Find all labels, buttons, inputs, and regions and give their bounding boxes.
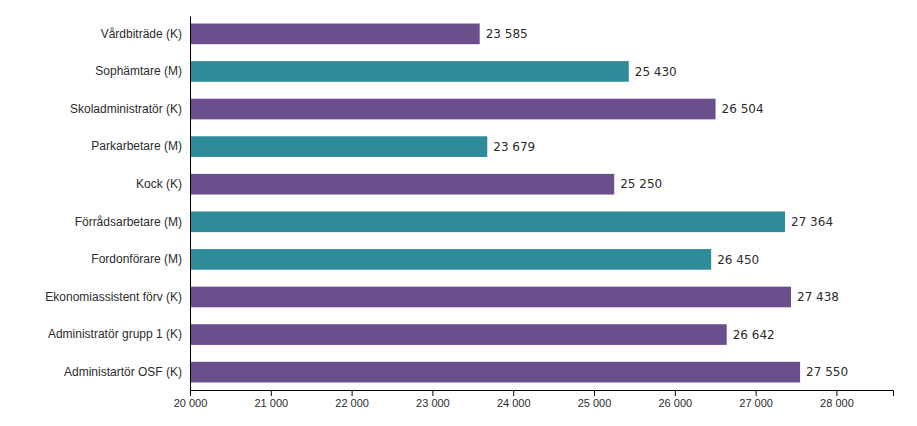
y-tick: Skoladministratör (K)	[70, 102, 182, 116]
x-tick: 20 000	[174, 390, 208, 409]
x-tick-label: 26 000	[658, 397, 692, 409]
x-tick-mark	[513, 390, 514, 396]
x-tick-label: 25 000	[578, 397, 612, 409]
y-tick: Fordonförare (M)	[91, 252, 182, 266]
y-tick-label: Förrådsarbetare (M)	[75, 215, 182, 229]
bars	[190, 24, 800, 383]
data-label: 23 585	[486, 27, 528, 41]
x-tick: 22 000	[335, 390, 369, 409]
bar	[190, 99, 716, 120]
x-tick-label: 23 000	[416, 397, 450, 409]
x-tick-label: 27 000	[739, 397, 773, 409]
x-tick-label: 24 000	[497, 397, 531, 409]
data-label: 27 364	[791, 215, 833, 229]
bar	[190, 287, 791, 308]
x-tick-label: 28 000	[820, 397, 854, 409]
data-label: 26 450	[717, 253, 759, 267]
x-tick: 27 000	[739, 390, 773, 409]
y-tick-label: Administratör grupp 1 (K)	[48, 327, 182, 341]
x-axis: 20 000 21 000 22 000 23 000 24 000 25 000 26 0…	[174, 390, 894, 409]
bar	[190, 362, 800, 383]
bar	[190, 324, 727, 345]
data-label: 26 504	[722, 102, 764, 116]
y-tick: Ekonomiassistent förv (K)	[45, 290, 182, 304]
data-label: 26 642	[733, 328, 775, 342]
x-tick-mark	[352, 390, 353, 396]
x-tick: 23 000	[416, 390, 450, 409]
x-tick-label: 22 000	[335, 397, 369, 409]
data-label: 27 438	[797, 290, 839, 304]
x-tick: 21 000	[254, 390, 288, 409]
y-tick: Kock (K)	[136, 177, 182, 191]
x-tick-mark	[594, 390, 595, 396]
y-tick-label: Skoladministratör (K)	[70, 102, 182, 116]
y-axis: Administartör OSF (K) Administratör grupp…	[45, 17, 190, 391]
chart: 20 000 21 000 22 000 23 000 24 000 25 000 26 0…	[0, 0, 917, 426]
y-tick-label: Kock (K)	[136, 177, 182, 191]
x-tick: 26 000	[658, 390, 692, 409]
bar	[190, 61, 629, 82]
bar	[190, 174, 614, 195]
y-tick: Vårdbiträde (K)	[101, 27, 182, 41]
y-axis-line	[190, 17, 191, 391]
x-tick: 28 000	[820, 390, 854, 409]
x-tick-label: 21 000	[254, 397, 288, 409]
y-tick-label: Ekonomiassistent förv (K)	[45, 290, 182, 304]
y-tick-label: Fordonförare (M)	[91, 252, 182, 266]
y-tick-label: Vårdbiträde (K)	[101, 27, 182, 41]
bar	[190, 249, 711, 270]
x-tick: 24 000	[497, 390, 531, 409]
x-tick-mark	[190, 390, 191, 396]
y-tick: Sophämtare (M)	[95, 64, 182, 78]
x-tick-label: 20 000	[174, 397, 208, 409]
bar	[190, 24, 480, 45]
x-tick-mark	[756, 390, 757, 396]
x-axis-line	[191, 391, 894, 397]
y-tick: Förrådsarbetare (M)	[75, 215, 182, 229]
x-tick-mark	[432, 390, 433, 396]
y-tick: Administratör grupp 1 (K)	[48, 327, 182, 341]
x-tick-mark	[675, 390, 676, 396]
x-tick-mark	[271, 390, 272, 396]
y-tick: Administartör OSF (K)	[64, 365, 182, 379]
data-label: 25 250	[620, 177, 662, 191]
data-label: 25 430	[635, 65, 677, 79]
bar	[190, 211, 785, 232]
data-labels: 27 550 26 642 27 438 26 450 27 364 25 250 23 6…	[486, 27, 848, 379]
y-tick-label: Sophämtare (M)	[95, 64, 182, 78]
x-tick: 25 000	[578, 390, 612, 409]
y-tick-label: Parkarbetare (M)	[91, 139, 182, 153]
data-label: 23 679	[493, 140, 535, 154]
data-label: 27 550	[806, 365, 848, 379]
y-tick-label: Administartör OSF (K)	[64, 365, 182, 379]
x-tick-mark	[836, 390, 837, 396]
bar	[190, 136, 487, 157]
y-tick: Parkarbetare (M)	[91, 139, 182, 153]
